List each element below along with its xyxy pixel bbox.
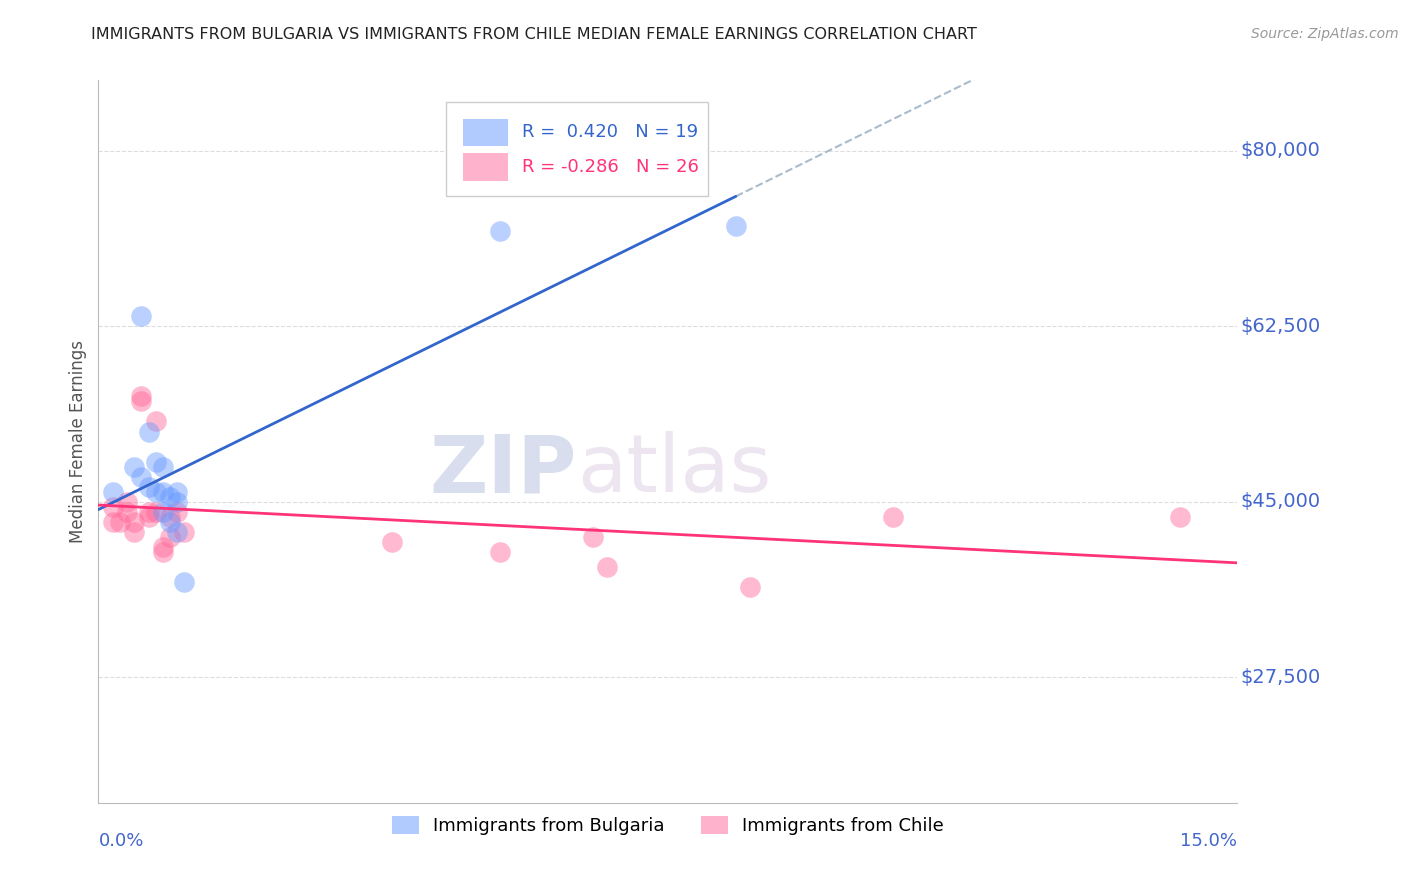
Point: [131, 394, 153, 409]
Point: [145, 505, 167, 519]
Point: [115, 505, 138, 519]
Point: [740, 580, 762, 594]
Point: [1168, 509, 1191, 524]
Point: [152, 540, 174, 554]
Point: [108, 515, 131, 529]
Point: [131, 309, 153, 323]
Text: $45,000: $45,000: [1240, 492, 1320, 511]
Point: [101, 484, 124, 499]
Point: [159, 530, 181, 544]
Point: [115, 494, 138, 508]
Legend: Immigrants from Bulgaria, Immigrants from Chile: Immigrants from Bulgaria, Immigrants fro…: [382, 807, 953, 845]
Y-axis label: Median Female Earnings: Median Female Earnings: [69, 340, 87, 543]
Point: [166, 524, 188, 539]
Text: Source: ZipAtlas.com: Source: ZipAtlas.com: [1251, 27, 1399, 41]
Text: ZIP: ZIP: [429, 432, 576, 509]
Point: [131, 389, 153, 403]
Point: [145, 414, 167, 428]
Point: [152, 505, 174, 519]
Point: [582, 530, 605, 544]
Point: [145, 454, 167, 469]
FancyBboxPatch shape: [446, 102, 707, 196]
Point: [138, 425, 160, 439]
Point: [173, 574, 195, 589]
Point: [159, 509, 181, 524]
Point: [159, 515, 181, 529]
Point: [122, 459, 145, 474]
FancyBboxPatch shape: [463, 119, 509, 146]
Point: [152, 459, 174, 474]
Point: [145, 484, 167, 499]
Point: [166, 494, 188, 508]
Point: [173, 524, 195, 539]
Text: $80,000: $80,000: [1240, 141, 1320, 160]
Point: [488, 224, 510, 238]
Text: atlas: atlas: [576, 432, 770, 509]
FancyBboxPatch shape: [463, 153, 509, 181]
Point: [724, 219, 747, 233]
Point: [166, 484, 188, 499]
Text: R = -0.286   N = 26: R = -0.286 N = 26: [522, 158, 699, 176]
Point: [166, 505, 188, 519]
Point: [596, 560, 619, 574]
Point: [122, 524, 145, 539]
Text: IMMIGRANTS FROM BULGARIA VS IMMIGRANTS FROM CHILE MEDIAN FEMALE EARNINGS CORRELA: IMMIGRANTS FROM BULGARIA VS IMMIGRANTS F…: [91, 27, 977, 42]
Text: $62,500: $62,500: [1240, 317, 1322, 335]
Point: [138, 480, 160, 494]
Point: [488, 545, 510, 559]
Point: [159, 490, 181, 504]
Point: [138, 509, 160, 524]
Point: [138, 505, 160, 519]
Point: [152, 545, 174, 559]
Point: [122, 515, 145, 529]
Text: 15.0%: 15.0%: [1180, 831, 1237, 850]
Text: $27,500: $27,500: [1240, 668, 1322, 687]
Point: [101, 500, 124, 514]
Text: R =  0.420   N = 19: R = 0.420 N = 19: [522, 123, 699, 141]
Point: [101, 515, 124, 529]
Point: [131, 469, 153, 483]
Point: [381, 534, 404, 549]
Point: [152, 484, 174, 499]
Point: [882, 509, 904, 524]
Text: 0.0%: 0.0%: [98, 831, 143, 850]
